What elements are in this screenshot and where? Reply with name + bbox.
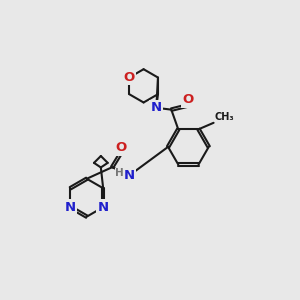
Text: O: O bbox=[115, 141, 127, 154]
Text: N: N bbox=[151, 101, 162, 114]
Text: N: N bbox=[65, 201, 76, 214]
Text: N: N bbox=[124, 169, 135, 182]
Text: H: H bbox=[116, 168, 124, 178]
Text: N: N bbox=[98, 201, 109, 214]
Text: CH₃: CH₃ bbox=[215, 112, 234, 122]
Text: O: O bbox=[124, 71, 135, 84]
Text: O: O bbox=[182, 93, 194, 106]
Text: N: N bbox=[151, 101, 162, 114]
